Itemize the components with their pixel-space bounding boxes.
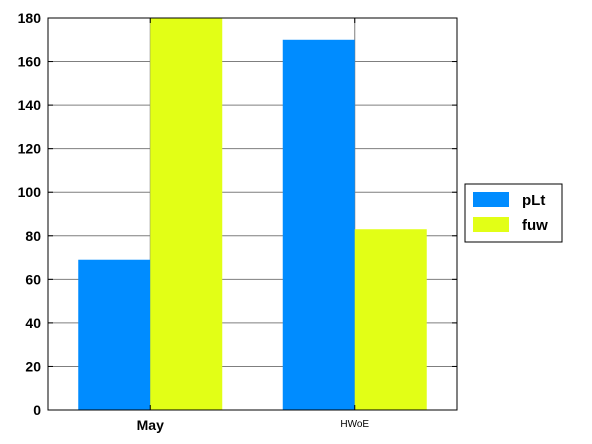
- bars: [78, 18, 427, 411]
- legend-swatch: [473, 217, 509, 232]
- y-tick-label: 180: [18, 10, 42, 26]
- y-axis-ticks: 0 20 40 60 80 100 120 140 160 180: [18, 10, 457, 418]
- y-tick-label: 60: [25, 271, 41, 287]
- y-tick-label: 120: [18, 141, 42, 157]
- x-tick-label: May: [137, 417, 164, 433]
- bar: [150, 18, 223, 410]
- x-tick-label: HWoE: [340, 419, 369, 430]
- y-tick-label: 80: [25, 228, 41, 244]
- x-axis-ticks: May HWoE: [137, 18, 369, 433]
- plot-frame: [47, 17, 458, 411]
- legend: pLt fuw: [464, 183, 563, 243]
- legend-label: pLt: [522, 192, 545, 209]
- y-tick-label: 40: [25, 315, 41, 331]
- y-tick-label: 20: [25, 358, 41, 374]
- bar: [78, 259, 151, 410]
- legend-swatch: [473, 192, 509, 207]
- bar: [354, 229, 427, 410]
- y-tick-label: 100: [18, 184, 42, 200]
- y-tick-label: 0: [33, 402, 41, 418]
- y-tick-label: 140: [18, 97, 42, 113]
- bar: [282, 39, 355, 411]
- legend-label: fuw: [522, 217, 548, 234]
- y-tick-label: 160: [18, 54, 42, 70]
